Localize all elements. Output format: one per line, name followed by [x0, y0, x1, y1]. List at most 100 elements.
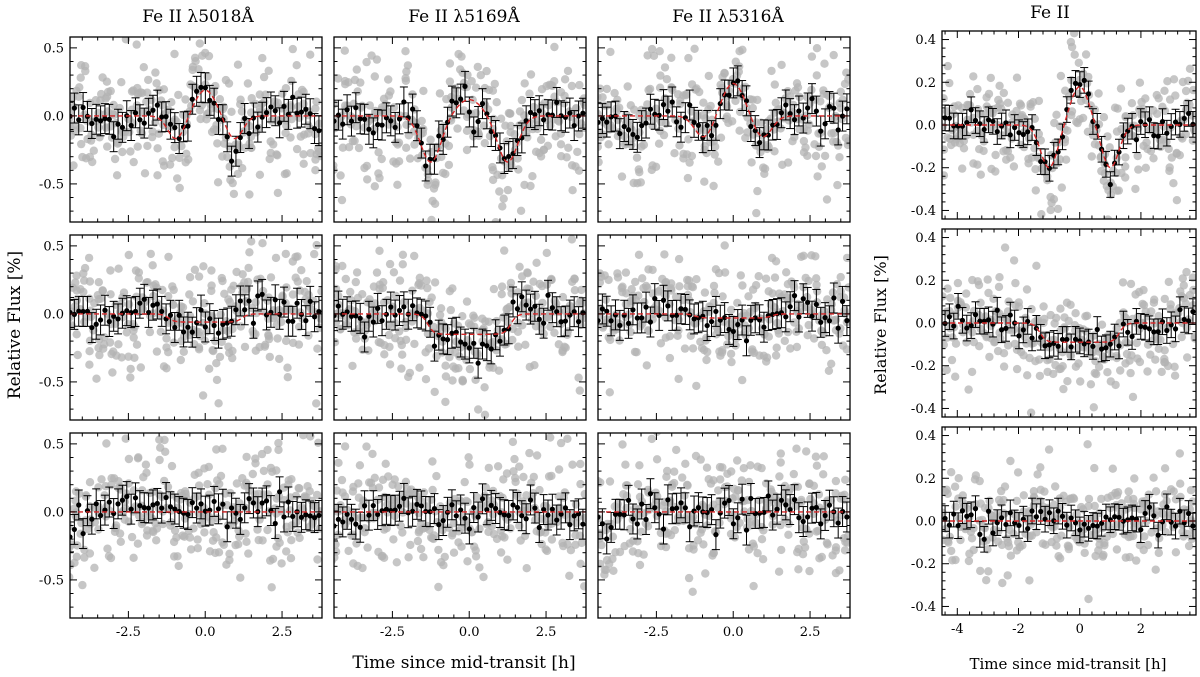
- binned-point: [255, 293, 261, 299]
- raw-point: [152, 536, 161, 545]
- column-title-5169: Fe II λ5169Å: [408, 6, 520, 27]
- binned-point: [237, 516, 243, 523]
- raw-point: [341, 274, 350, 284]
- raw-point: [132, 101, 142, 110]
- binned-point: [475, 118, 481, 125]
- raw-point: [665, 332, 674, 341]
- binned-point: [290, 318, 296, 324]
- raw-point: [749, 581, 758, 591]
- raw-point: [73, 350, 82, 360]
- raw-point: [134, 274, 143, 283]
- raw-point: [784, 519, 793, 529]
- raw-point: [432, 471, 441, 481]
- raw-point: [550, 328, 559, 337]
- binned-point: [506, 512, 512, 519]
- raw-point: [471, 83, 481, 92]
- panel-content: [334, 235, 586, 419]
- raw-point: [340, 442, 350, 451]
- x-tick-label: -2.5: [116, 625, 141, 640]
- raw-points: [334, 42, 586, 222]
- raw-point: [475, 524, 484, 533]
- raw-point: [554, 465, 564, 474]
- raw-point: [419, 86, 428, 96]
- raw-point: [334, 553, 339, 562]
- raw-point: [519, 472, 528, 482]
- binned-point: [263, 312, 270, 318]
- raw-point: [352, 539, 361, 548]
- binned-point: [316, 512, 322, 519]
- raw-point: [126, 364, 135, 374]
- raw-point: [776, 520, 785, 530]
- raw-point: [121, 434, 130, 443]
- raw-point: [186, 545, 196, 554]
- binned-point: [259, 291, 265, 297]
- raw-point: [148, 261, 157, 270]
- raw-point: [520, 531, 530, 541]
- raw-point: [576, 459, 585, 469]
- binned-points: [70, 476, 322, 553]
- raw-point: [642, 361, 651, 370]
- binned-point: [462, 341, 468, 347]
- binned-point: [665, 108, 671, 114]
- raw-point: [647, 44, 657, 54]
- raw-point: [362, 442, 371, 451]
- binned-point: [167, 312, 174, 318]
- panel-5018-bottom: -0.5 0.0 0.5 -2.5 0.0 2.5: [39, 432, 323, 640]
- binned-point: [340, 519, 346, 525]
- raw-point: [797, 252, 806, 261]
- raw-point: [153, 171, 162, 180]
- raw-point: [495, 187, 504, 196]
- raw-point: [142, 468, 151, 477]
- raw-point: [223, 152, 232, 162]
- binned-point: [396, 116, 403, 122]
- raw-point: [505, 302, 514, 312]
- raw-point: [152, 347, 162, 356]
- raw-point: [706, 479, 716, 488]
- raw-point: [193, 491, 203, 501]
- binned-point: [617, 131, 623, 137]
- raw-point: [602, 84, 612, 94]
- raw-point: [721, 396, 729, 404]
- raw-point: [133, 539, 143, 548]
- raw-point: [613, 273, 623, 282]
- raw-point: [379, 278, 388, 287]
- binned-point: [80, 530, 86, 537]
- raw-point: [243, 79, 253, 88]
- raw-point: [169, 300, 178, 309]
- binned-point: [172, 506, 178, 512]
- raw-point: [704, 71, 713, 81]
- raw-point: [654, 139, 664, 148]
- raw-point: [741, 82, 750, 92]
- raw-point: [771, 98, 780, 108]
- raw-point: [688, 344, 698, 353]
- binned-point: [361, 116, 368, 122]
- binned-point: [228, 158, 235, 164]
- raw-point: [580, 582, 586, 591]
- raw-point: [313, 344, 322, 353]
- raw-point: [433, 143, 442, 152]
- raw-point: [291, 491, 301, 501]
- raw-point: [344, 546, 353, 556]
- raw-point: [314, 438, 322, 447]
- raw-point: [292, 60, 301, 70]
- binned-point: [800, 115, 806, 121]
- raw-point: [465, 364, 475, 374]
- raw-point: [175, 183, 184, 193]
- raw-point: [188, 297, 198, 306]
- binned-point: [115, 316, 121, 322]
- raw-point: [536, 152, 546, 161]
- raw-point: [118, 147, 127, 157]
- binned-point: [479, 341, 486, 347]
- raw-point: [503, 185, 513, 195]
- raw-point: [212, 359, 221, 368]
- raw-point: [635, 168, 644, 177]
- raw-point: [763, 144, 772, 154]
- raw-point: [448, 284, 457, 293]
- binned-point: [220, 321, 226, 327]
- binned-point: [839, 113, 846, 119]
- raw-point: [142, 531, 152, 540]
- panel-5316-top: [597, 36, 851, 223]
- raw-point: [482, 66, 491, 76]
- raw-point: [375, 246, 384, 255]
- raw-point: [107, 480, 116, 490]
